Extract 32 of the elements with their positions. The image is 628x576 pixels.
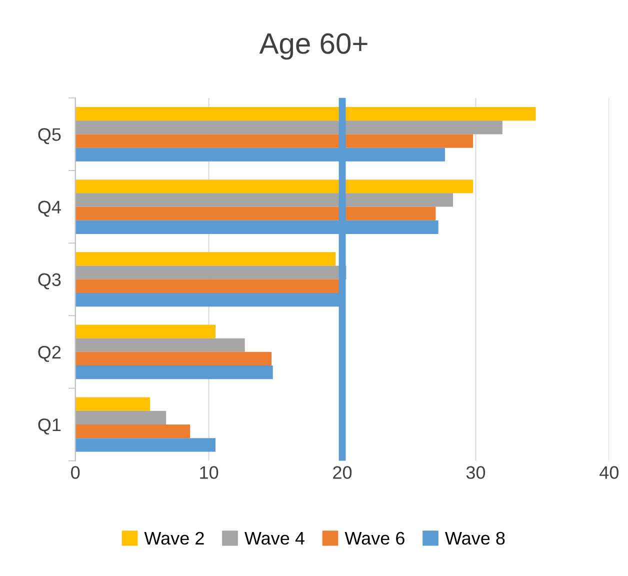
x-tick-label: 20 xyxy=(333,466,352,479)
chart-title: Age 60+ xyxy=(259,33,368,60)
bar xyxy=(75,180,474,194)
bar xyxy=(75,193,454,207)
bar xyxy=(75,366,273,380)
bar xyxy=(75,410,166,425)
bar xyxy=(75,106,536,121)
bar xyxy=(75,206,436,220)
y-tick-label: Q1 xyxy=(38,418,61,434)
bar xyxy=(75,438,216,452)
legend-label: Wave 6 xyxy=(344,532,404,545)
bar xyxy=(75,324,216,338)
x-tick-label: 0 xyxy=(71,466,80,479)
bar xyxy=(75,352,272,366)
x-tick-label: 30 xyxy=(466,466,486,479)
x-tick-label: 40 xyxy=(600,466,618,479)
bar xyxy=(75,266,346,280)
y-tick-label: Q5 xyxy=(38,128,61,144)
legend-label: Wave 2 xyxy=(144,532,204,545)
y-tick-label: Q3 xyxy=(38,273,61,290)
bar xyxy=(75,397,150,411)
bar xyxy=(75,120,502,134)
legend-label: Wave 8 xyxy=(445,532,505,545)
bar xyxy=(75,279,341,293)
y-tick-label: Q2 xyxy=(38,346,61,362)
bar xyxy=(75,252,336,266)
x-tick-label: 10 xyxy=(200,466,218,479)
bar xyxy=(75,134,474,148)
legend-label: Wave 4 xyxy=(244,532,304,545)
y-tick-label: Q4 xyxy=(38,200,61,217)
bar xyxy=(75,338,245,352)
bar xyxy=(75,424,190,438)
